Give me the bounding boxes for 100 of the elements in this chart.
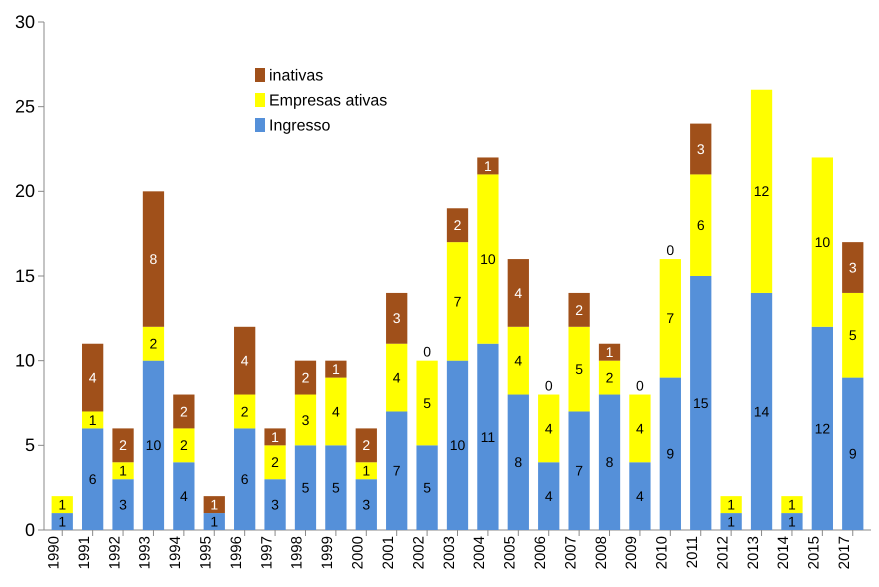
data-label: 2 (454, 217, 462, 234)
bar (477, 344, 499, 530)
bar (264, 479, 286, 530)
data-label: 4 (88, 370, 97, 386)
bar (386, 411, 408, 530)
data-label: 2 (150, 336, 158, 352)
x-tick-label: 1992 (106, 536, 124, 570)
data-label: 2 (240, 403, 249, 420)
bar (720, 513, 742, 530)
data-label: 14 (754, 403, 770, 420)
bar (264, 445, 286, 480)
x-tick-label: 1993 (136, 536, 154, 570)
data-label: 4 (636, 488, 644, 504)
x-tick-label: 2007 (562, 536, 580, 570)
bar (112, 428, 134, 462)
bar (842, 242, 864, 293)
x-tick-label: 1998 (288, 536, 306, 570)
data-label: 5 (848, 327, 857, 344)
bar (142, 326, 164, 361)
bar (508, 326, 529, 395)
data-label: 5 (575, 361, 584, 378)
bar (629, 394, 651, 462)
bar (356, 479, 377, 530)
data-label: 4 (392, 370, 401, 386)
x-tick-label: 2011 (684, 536, 701, 568)
data-label: 4 (514, 284, 522, 301)
x-tick-label: 2000 (350, 536, 367, 570)
x-tick-label: 2009 (623, 536, 640, 570)
bar (294, 394, 316, 446)
bar (781, 496, 803, 514)
bar (446, 360, 468, 530)
bar (750, 90, 772, 293)
data-label: 1 (788, 513, 796, 530)
bar (690, 174, 712, 276)
data-label: 7 (666, 310, 674, 326)
data-label: 6 (240, 471, 249, 488)
bar (294, 445, 316, 530)
bar (568, 292, 590, 327)
y-tick-label: 10 (14, 350, 35, 370)
bar (598, 344, 620, 361)
y-tick-label: 20 (14, 181, 35, 202)
data-label: 9 (666, 446, 674, 462)
data-label: 4 (636, 420, 644, 436)
data-label: 1 (788, 496, 796, 512)
data-label: 3 (696, 140, 705, 157)
bar (446, 208, 468, 242)
x-tick-label: 2010 (654, 536, 671, 570)
bar (325, 360, 347, 378)
data-label: 3 (271, 496, 280, 512)
x-tick-label: 2003 (440, 536, 458, 570)
data-label: 2 (575, 302, 584, 318)
x-tick-label: 1996 (228, 536, 245, 570)
data-label: 7 (392, 462, 401, 479)
bar (325, 378, 347, 446)
data-label: 10 (814, 234, 830, 250)
data-label: 3 (392, 310, 401, 326)
bar (173, 394, 194, 428)
legend-label: inativas (269, 68, 324, 85)
data-label: 1 (58, 496, 66, 512)
bar (234, 428, 256, 530)
bar (842, 378, 864, 530)
data-label: 1 (606, 344, 614, 360)
bar (356, 428, 377, 462)
legend-label: Ingresso (269, 118, 330, 135)
data-label: 1 (88, 412, 97, 428)
bar (598, 360, 620, 395)
data-label: 2 (119, 437, 128, 454)
data-label: 8 (514, 454, 522, 470)
x-tick-label: 1997 (258, 536, 276, 570)
bar (294, 360, 316, 395)
bar (842, 292, 864, 378)
data-label: 8 (606, 454, 614, 470)
x-tick-label: 2014 (775, 536, 792, 570)
bar (538, 394, 560, 462)
data-label: 3 (848, 259, 857, 276)
bar (750, 292, 772, 530)
data-label: 1 (210, 496, 218, 512)
bar (477, 157, 499, 174)
data-label: 10 (450, 437, 466, 454)
bar (204, 513, 225, 530)
bar (538, 462, 560, 530)
bar (82, 428, 104, 530)
data-label: 4 (180, 488, 188, 504)
data-label: 5 (302, 480, 310, 496)
bar (568, 411, 590, 530)
bar (234, 394, 256, 428)
data-label: 5 (423, 480, 432, 496)
data-label: 3 (362, 496, 370, 512)
bar (356, 462, 377, 480)
data-label: 7 (575, 462, 584, 479)
bar (690, 276, 712, 530)
x-tick-label: 2013 (744, 536, 762, 570)
data-label: 2 (180, 403, 188, 420)
data-label: 2 (362, 437, 370, 454)
y-tick-label: 30 (14, 12, 35, 32)
data-label: 6 (88, 471, 97, 488)
data-label: 15 (692, 394, 709, 411)
data-label: 1 (271, 428, 280, 445)
y-tick-label: 25 (14, 96, 35, 116)
bar (660, 378, 681, 530)
